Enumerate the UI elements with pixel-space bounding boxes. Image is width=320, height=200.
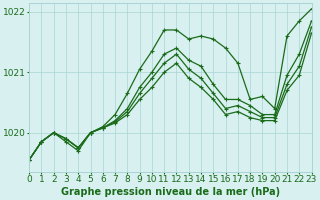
X-axis label: Graphe pression niveau de la mer (hPa): Graphe pression niveau de la mer (hPa) (61, 187, 280, 197)
